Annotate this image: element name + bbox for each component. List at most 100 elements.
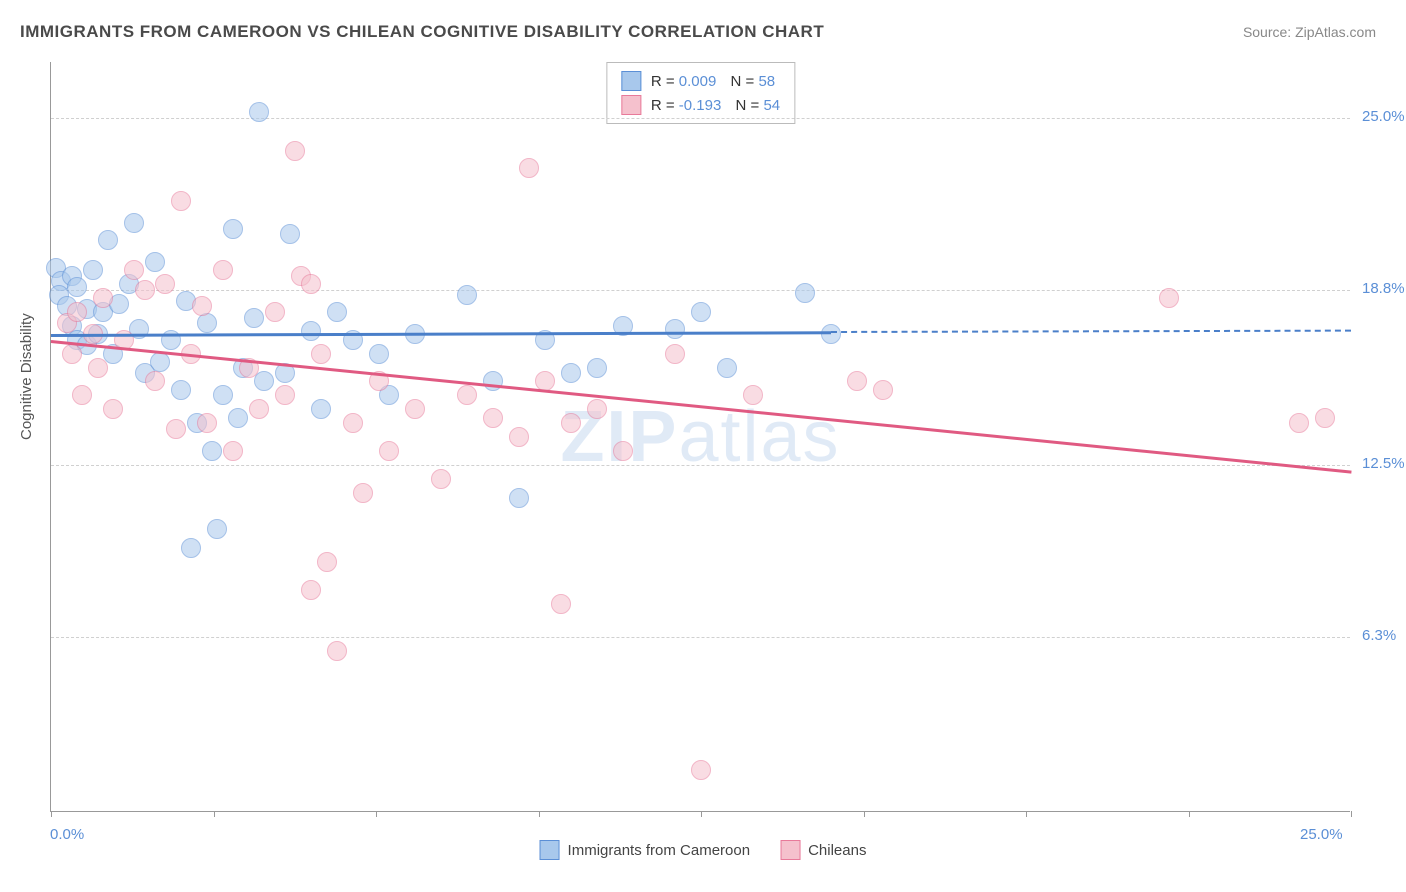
scatter-point bbox=[166, 419, 186, 439]
scatter-point bbox=[254, 371, 274, 391]
scatter-point bbox=[145, 371, 165, 391]
chart-container: IMMIGRANTS FROM CAMEROON VS CHILEAN COGN… bbox=[0, 0, 1406, 892]
scatter-point bbox=[1289, 413, 1309, 433]
scatter-point bbox=[62, 344, 82, 364]
x-tick bbox=[701, 811, 702, 817]
scatter-point bbox=[379, 441, 399, 461]
correlation-legend: R = 0.009 N = 58 R = -0.193 N = 54 bbox=[606, 62, 795, 124]
series-legend-label-0: Immigrants from Cameroon bbox=[568, 842, 751, 859]
scatter-point bbox=[181, 538, 201, 558]
scatter-point bbox=[265, 302, 285, 322]
scatter-point bbox=[249, 399, 269, 419]
scatter-point bbox=[691, 302, 711, 322]
scatter-point bbox=[213, 385, 233, 405]
scatter-point bbox=[795, 283, 815, 303]
scatter-point bbox=[150, 352, 170, 372]
grid-line bbox=[51, 290, 1350, 291]
scatter-point bbox=[847, 371, 867, 391]
scatter-point bbox=[369, 344, 389, 364]
scatter-point bbox=[311, 399, 331, 419]
scatter-point bbox=[213, 260, 233, 280]
x-tick bbox=[51, 811, 52, 817]
series-legend-item-1: Chileans bbox=[780, 840, 866, 860]
x-tick bbox=[1026, 811, 1027, 817]
legend-r-series-0: R = 0.009 bbox=[651, 73, 716, 90]
scatter-point bbox=[327, 302, 347, 322]
x-tick bbox=[1189, 811, 1190, 817]
grid-line bbox=[51, 118, 1350, 119]
scatter-point bbox=[665, 319, 685, 339]
scatter-point bbox=[353, 483, 373, 503]
legend-n-series-1: N = 54 bbox=[731, 97, 780, 114]
scatter-point bbox=[285, 141, 305, 161]
legend-n-series-0: N = 58 bbox=[726, 73, 775, 90]
scatter-point bbox=[551, 594, 571, 614]
scatter-point bbox=[327, 641, 347, 661]
scatter-point bbox=[155, 274, 175, 294]
scatter-point bbox=[72, 385, 92, 405]
source-value: ZipAtlas.com bbox=[1295, 24, 1376, 40]
grid-line bbox=[51, 465, 1350, 466]
scatter-point bbox=[519, 158, 539, 178]
scatter-point bbox=[561, 413, 581, 433]
x-tick bbox=[864, 811, 865, 817]
scatter-point bbox=[135, 280, 155, 300]
chart-title: IMMIGRANTS FROM CAMEROON VS CHILEAN COGN… bbox=[20, 22, 824, 42]
series-legend-label-1: Chileans bbox=[808, 842, 866, 859]
scatter-point bbox=[457, 285, 477, 305]
x-tick bbox=[1351, 811, 1352, 817]
scatter-point bbox=[509, 427, 529, 447]
y-tick-label: 6.3% bbox=[1362, 627, 1396, 644]
scatter-point bbox=[1159, 288, 1179, 308]
scatter-point bbox=[197, 413, 217, 433]
scatter-point bbox=[207, 519, 227, 539]
grid-line bbox=[51, 637, 1350, 638]
y-axis-title: Cognitive Disability bbox=[18, 313, 35, 440]
x-tick bbox=[539, 811, 540, 817]
scatter-point bbox=[1315, 408, 1335, 428]
scatter-point bbox=[223, 219, 243, 239]
scatter-point bbox=[67, 277, 87, 297]
series-legend-swatch-0 bbox=[540, 840, 560, 860]
legend-row-series-0: R = 0.009 N = 58 bbox=[621, 69, 780, 93]
scatter-point bbox=[509, 488, 529, 508]
scatter-point bbox=[717, 358, 737, 378]
scatter-point bbox=[483, 408, 503, 428]
scatter-point bbox=[98, 230, 118, 250]
scatter-point bbox=[301, 321, 321, 341]
scatter-point bbox=[145, 252, 165, 272]
scatter-point bbox=[431, 469, 451, 489]
source-attribution: Source: ZipAtlas.com bbox=[1243, 24, 1376, 40]
scatter-point bbox=[83, 260, 103, 280]
scatter-point bbox=[228, 408, 248, 428]
scatter-point bbox=[587, 399, 607, 419]
scatter-point bbox=[457, 385, 477, 405]
scatter-point bbox=[93, 288, 113, 308]
scatter-point bbox=[743, 385, 763, 405]
scatter-point bbox=[483, 371, 503, 391]
y-tick-label: 18.8% bbox=[1362, 280, 1405, 297]
scatter-point bbox=[88, 358, 108, 378]
plot-area: ZIPatlas R = 0.009 N = 58 R = -0.193 N =… bbox=[50, 62, 1350, 812]
scatter-point bbox=[192, 296, 212, 316]
scatter-point bbox=[124, 213, 144, 233]
x-tick bbox=[376, 811, 377, 817]
scatter-point bbox=[280, 224, 300, 244]
scatter-point bbox=[103, 399, 123, 419]
scatter-point bbox=[67, 302, 87, 322]
scatter-point bbox=[691, 760, 711, 780]
scatter-point bbox=[124, 260, 144, 280]
legend-swatch-series-1 bbox=[621, 95, 641, 115]
scatter-point bbox=[587, 358, 607, 378]
scatter-point bbox=[561, 363, 581, 383]
scatter-point bbox=[301, 580, 321, 600]
y-tick-label: 25.0% bbox=[1362, 108, 1405, 125]
x-axis-label-min: 0.0% bbox=[50, 826, 84, 843]
scatter-point bbox=[301, 274, 321, 294]
scatter-point bbox=[873, 380, 893, 400]
scatter-point bbox=[613, 441, 633, 461]
scatter-point bbox=[317, 552, 337, 572]
series-legend-swatch-1 bbox=[780, 840, 800, 860]
scatter-point bbox=[202, 441, 222, 461]
legend-swatch-series-0 bbox=[621, 71, 641, 91]
